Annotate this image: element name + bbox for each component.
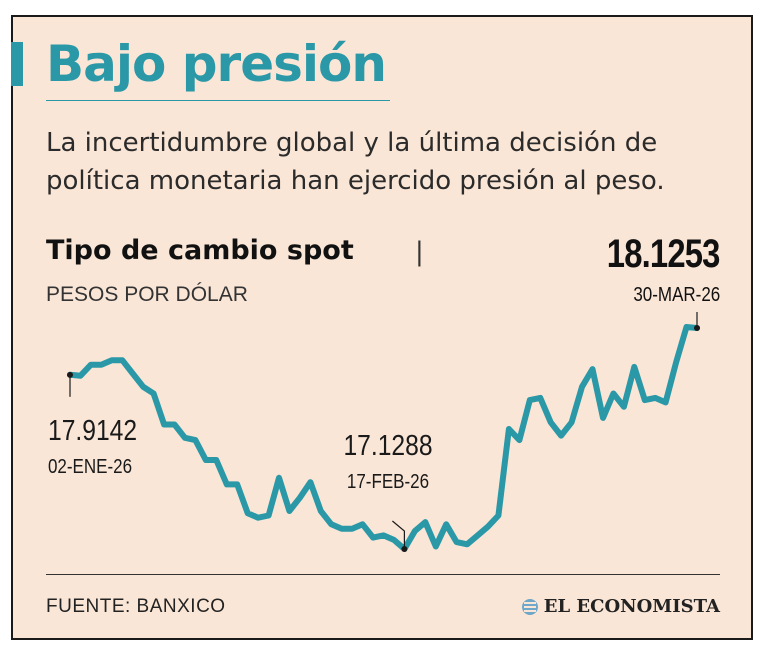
footer-divider: [46, 574, 720, 575]
annotation-value-min: 17.1288: [343, 429, 432, 461]
page-title: Bajo presión: [46, 35, 387, 93]
brand-name: EL ECONOMISTA: [543, 596, 720, 617]
title-underline: [46, 100, 390, 101]
subtitle: La incertidumbre global y la última deci…: [46, 128, 665, 196]
annotation-dot-min: [401, 546, 408, 552]
brand-logo: EL ECONOMISTA: [521, 596, 720, 618]
source-label: FUENTE: BANXICO: [46, 596, 226, 617]
annotation-date-start: 02-ENE-26: [48, 455, 132, 478]
brand-globe-icon: [521, 599, 538, 615]
last-date-label: 30-MAR-26: [633, 284, 720, 306]
chart-units-label: PESOS POR DÓLAR: [46, 283, 248, 306]
chart-title-separator: |: [415, 237, 424, 267]
annotation-dot-start: [67, 371, 73, 378]
annotation-value-start: 17.9142: [48, 414, 137, 446]
annotation-date-min: 17-FEB-26: [347, 470, 429, 493]
last-value-label: 18.1253: [607, 232, 721, 276]
chart-title: Tipo de cambio spot: [46, 235, 354, 266]
annotation-dot-end: [694, 325, 700, 331]
title-accent-bar: [11, 42, 23, 86]
annotation-leader-min: [392, 520, 405, 549]
series-line: [67, 324, 700, 552]
